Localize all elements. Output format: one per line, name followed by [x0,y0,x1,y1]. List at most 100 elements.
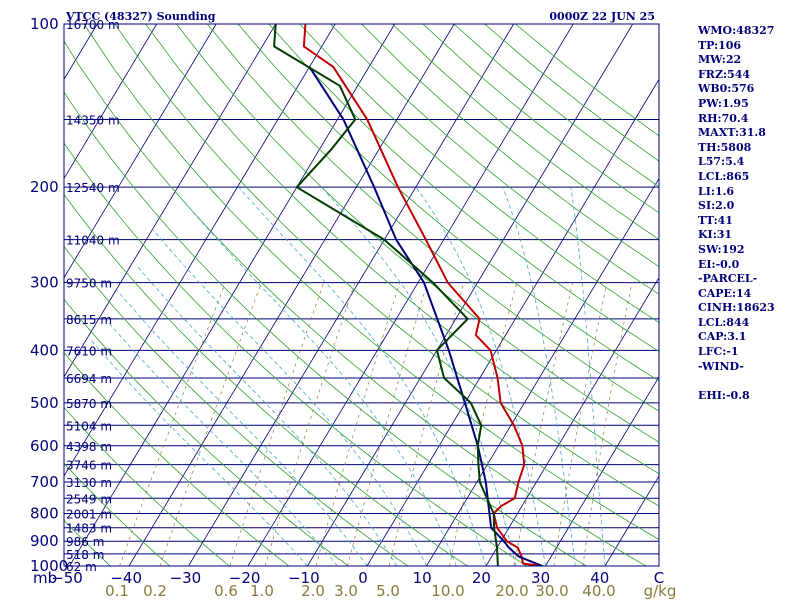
isotherm-line [64,24,217,279]
chart-title: VTCC (48327) Sounding [65,10,216,23]
pressure-tick-label: 100 [30,15,59,33]
isotherm-line [128,24,455,566]
isotherm-line [64,24,158,180]
mixing-ratio-line [315,282,401,566]
height-label: 5870 m [66,397,112,411]
height-label: 3130 m [66,476,112,490]
index-line: LCL:844 [698,315,750,329]
pressure-tick-label: 400 [30,341,59,359]
index-line: LI:1.6 [698,184,735,198]
isotherm-line [247,24,574,566]
index-line [698,374,798,389]
mixing-ratio-tick-label: 30.0 [535,582,568,600]
height-label: 12540 m [66,181,120,195]
height-label: 4398 m [66,440,112,454]
height-label: 1483 m [66,522,112,536]
index-line: -PARCEL- [698,272,758,286]
index-line: RH:70.4 [698,111,749,125]
index-line: TP:106 [698,38,742,52]
temperature-tick-label: 0 [358,569,368,587]
dry-adiabat-line [64,298,349,566]
index-line: MAXT:31.8 [698,126,766,140]
moist-adiabat-line [181,198,457,566]
mixing-ratio-tick-label: 2.0 [301,582,325,600]
dry-adiabat-line [206,24,659,412]
dry-adiabat-line [64,352,290,566]
moist-adiabat-line [105,318,338,566]
mixing-ratio-tick-label: 0.2 [143,582,167,600]
moist-adiabat-line [136,266,398,566]
grid [64,24,659,566]
dry-adiabat-line [330,24,659,295]
index-line: MW:22 [698,53,742,67]
pressure-tick-label: 800 [30,504,59,522]
mixing-ratio-tick-label: 3.0 [334,582,358,600]
index-line: SW:192 [698,242,745,256]
moist-adiabat-line [238,186,487,566]
height-label: 5104 m [66,419,112,433]
moist-adiabat-line [89,337,308,566]
height-label: 2549 m [66,492,112,506]
pressure-tick-label: 900 [30,532,59,550]
temperature-tick-label: C [654,569,664,587]
dry-adiabat-line [64,142,528,566]
index-line: LCL:865 [698,169,750,183]
isotherm-line [426,177,659,566]
isotherm-line [366,78,659,566]
height-label: 16700 m [66,18,120,32]
temperature-tick-label: 20 [472,569,491,587]
height-label: 3746 m [66,459,112,473]
index-line: EI:-0.0 [698,257,740,271]
index-line: PW:1.95 [698,96,749,110]
dry-adiabat-line [299,24,659,324]
index-line: EHI:-0.8 [698,388,750,402]
height-label: 2001 m [66,507,112,521]
temperature-tick-label: −40 [110,569,142,587]
dry-adiabat-line [64,519,111,566]
height-label: 62 m [66,560,97,574]
mixing-ratio-tick-label: 20.0 [495,582,528,600]
dry-adiabat-line [361,24,659,268]
height-label: 8615 m [66,313,112,327]
index-line: -WIND- [698,359,744,373]
mixing-ratio-tick-label: 0.6 [214,582,238,600]
dry-adiabat-line [114,24,659,507]
mixing-ratio-line [513,282,574,566]
moist-adiabat-line [502,187,576,566]
dry-adiabat-line [237,24,659,382]
index-line: WB0:576 [698,82,755,96]
mixing-ratio-line [159,282,262,566]
pressure-tick-label: 600 [30,437,59,455]
pressure-tick-label: 700 [30,473,59,491]
trace-series-1 [308,66,543,566]
isotherm-line [485,276,659,566]
mixing-ratio-line [347,282,428,566]
trace-series-2 [273,24,499,566]
moist-adiabat-line [116,290,368,566]
dry-adiabat-line [64,462,171,566]
dry-adiabat-line [64,193,468,566]
temperature-tick-label: 10 [413,569,432,587]
height-label: 986 m [66,535,104,549]
height-label: 518 m [66,548,104,562]
index-line: LFC:-1 [698,345,739,359]
dry-adiabat-line [145,24,659,475]
height-label: 9750 m [66,277,112,291]
index-line: SI:2.0 [698,199,735,213]
isotherm-line [545,376,659,566]
height-label: 11040 m [66,234,120,248]
mixing-ratio-unit-label: g/kg [644,582,677,600]
mixing-ratio-line [229,282,325,566]
mixing-ratio-tick-label: 40.0 [582,582,615,600]
sounding-traces [273,24,543,566]
height-label: 7610 m [66,344,112,358]
temperature-tick-label: 40 [590,569,609,587]
pressure-tick-label: 500 [30,394,59,412]
index-line: CAPE:14 [698,286,752,300]
pressure-tick-label: 300 [30,274,59,292]
chart-time: 0000Z 22 JUN 25 [549,10,655,23]
temperature-tick-label: −20 [229,569,261,587]
pressure-tick-label: 200 [30,178,59,196]
mixing-ratio-tick-label: 10.0 [431,582,464,600]
